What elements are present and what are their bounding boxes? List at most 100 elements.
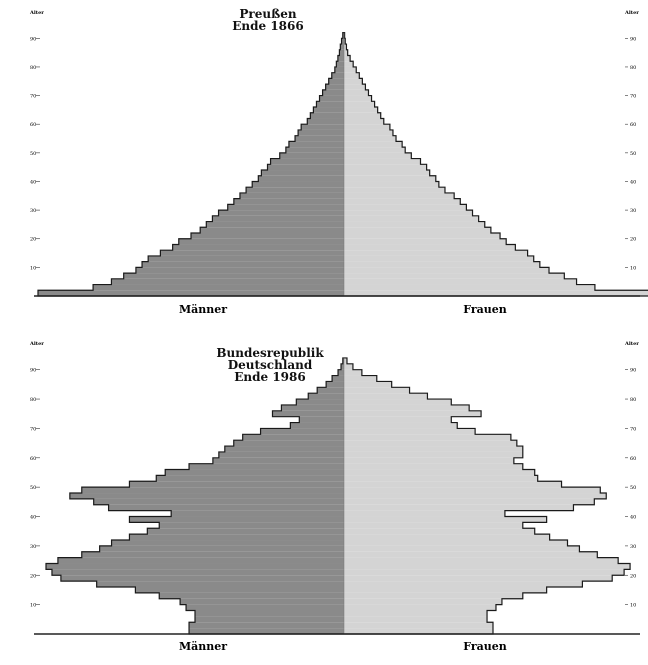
men-bar <box>186 604 344 611</box>
men-bar <box>261 170 344 176</box>
women-bar <box>344 112 381 119</box>
women-bar <box>344 129 393 136</box>
tick-label-right: 90 <box>630 36 636 42</box>
women-bar <box>344 164 427 171</box>
men-bar <box>93 284 344 291</box>
women-bar <box>344 38 346 45</box>
men-bar <box>233 198 344 205</box>
women-bar <box>344 581 583 588</box>
women-bar <box>344 563 631 570</box>
men-bar <box>81 487 344 494</box>
men-bar <box>317 387 344 394</box>
men-bar <box>159 592 344 599</box>
men-bar <box>341 363 344 370</box>
men-bar <box>290 422 344 429</box>
men-bar <box>334 66 344 73</box>
tick-label-left: 50 <box>30 151 36 157</box>
tick-label-right: 50 <box>630 151 636 157</box>
men-bar <box>195 616 344 623</box>
women-bar <box>344 198 461 205</box>
women-bar <box>344 528 535 535</box>
chart-title-line: Ende 1866 <box>232 19 303 33</box>
women-bar <box>344 545 580 552</box>
men-bar <box>279 152 344 159</box>
tick-label-right: 40 <box>630 515 636 521</box>
men-bar <box>224 446 344 452</box>
tick-label-left: 10 <box>30 265 36 271</box>
tick-label-left: 90 <box>30 36 36 42</box>
men-bar <box>57 557 345 564</box>
tick-label-left: 30 <box>30 208 36 214</box>
women-bar <box>344 261 540 268</box>
y-axis-title-left: Alter <box>29 341 44 347</box>
women-bar <box>344 592 523 599</box>
women-bar <box>344 192 455 199</box>
men-bar <box>69 493 344 499</box>
men-bar <box>336 61 344 67</box>
chart-title-line: Preußen <box>239 7 296 21</box>
women-bar <box>344 267 550 274</box>
tick-label-right: 50 <box>630 485 636 491</box>
men-bar <box>338 369 344 376</box>
men-bar <box>260 428 344 435</box>
women-bar <box>344 175 436 182</box>
women-bar <box>344 72 360 79</box>
men-bar <box>331 72 344 79</box>
women-bar <box>344 152 412 159</box>
men-bar <box>60 575 345 582</box>
y-axis-title-right: Alter <box>624 10 639 16</box>
women-bar <box>344 363 353 370</box>
women-bar <box>344 463 523 470</box>
men-bar <box>129 516 344 523</box>
women-bar <box>344 487 601 494</box>
women-bar <box>344 557 619 564</box>
men-bar <box>160 250 344 256</box>
women-bar <box>344 399 452 405</box>
men-bar <box>227 204 344 211</box>
men-bar <box>308 393 344 400</box>
men-bar <box>148 255 344 262</box>
women-bar <box>344 284 595 291</box>
men-bar <box>96 581 344 588</box>
men-bar <box>218 210 344 216</box>
tick-label-left: 80 <box>30 65 36 71</box>
tick-label-left: 40 <box>30 179 36 185</box>
tick-label-left: 40 <box>30 515 36 521</box>
women-bar <box>344 135 397 142</box>
women-bar <box>344 457 514 464</box>
tick-label-right: 40 <box>630 179 636 185</box>
women-series <box>344 357 631 634</box>
tick-label-right: 60 <box>630 456 636 462</box>
men-bar <box>281 404 344 411</box>
women-bar <box>344 215 479 222</box>
women-bar <box>344 428 476 435</box>
men-bar <box>270 158 344 165</box>
men-bar <box>342 32 344 39</box>
tick-label-left: 70 <box>30 426 36 432</box>
women-bar <box>344 475 538 482</box>
women-bar <box>344 238 507 245</box>
men-bar <box>129 534 344 541</box>
tick-label-right: 90 <box>630 368 636 374</box>
women-bar <box>344 551 598 558</box>
tick-label-right: 30 <box>630 544 636 550</box>
women-series <box>344 32 648 296</box>
women-outline <box>344 31 648 297</box>
pyramid-bundesrepublik-1986: Alter Alter 10 10 20 20 30 30 40 40 50 50 60 60 70 70 80… <box>29 341 640 653</box>
tick-label-left: 80 <box>30 397 36 403</box>
men-bar <box>246 187 344 193</box>
men-bar <box>206 221 344 228</box>
women-bar <box>344 404 470 411</box>
men-bar <box>295 135 344 142</box>
men-bar <box>316 101 344 108</box>
left-label-maenner: Männer <box>179 640 227 653</box>
women-bar <box>344 255 534 262</box>
men-bar <box>189 463 344 470</box>
men-bar <box>111 278 344 285</box>
men-bar <box>200 227 344 234</box>
women-bar <box>344 469 535 476</box>
men-bar <box>322 89 344 96</box>
men-bar <box>93 498 345 505</box>
men-outline <box>37 31 344 297</box>
tick-label-right: 10 <box>630 603 636 609</box>
